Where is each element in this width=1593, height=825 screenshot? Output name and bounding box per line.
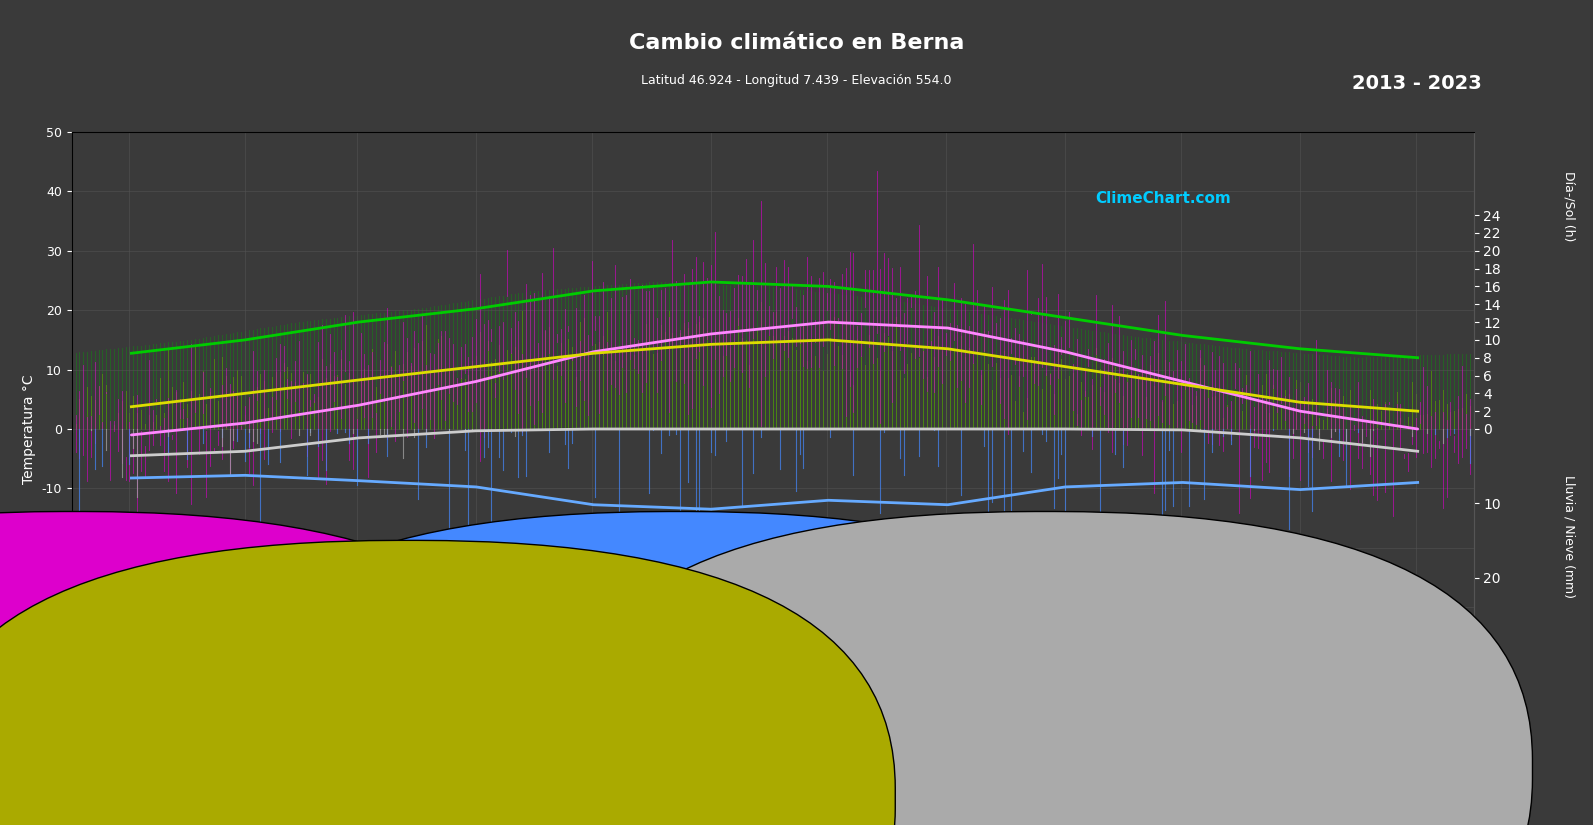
Text: Promedio mensual: Promedio mensual (1059, 793, 1163, 803)
Text: Luz del día por día: Luz del día por día (422, 764, 526, 774)
Text: Sol por día: Sol por día (422, 793, 481, 803)
Text: © ClimeChart.com: © ClimeChart.com (1391, 822, 1481, 825)
Y-axis label: Temperatura °C: Temperatura °C (22, 375, 37, 483)
Text: Promedio mensual: Promedio mensual (88, 793, 191, 803)
Text: 2013 - 2023: 2013 - 2023 (1352, 74, 1481, 93)
Text: Nieve (mm): Nieve (mm) (1035, 733, 1117, 746)
Text: Lluvia / Nieve (mm): Lluvia / Nieve (mm) (1563, 474, 1575, 598)
Text: Promedio mensual: Promedio mensual (693, 793, 796, 803)
Text: Lluvia (mm): Lluvia (mm) (669, 733, 753, 746)
Text: Rango min / max por día: Rango min / max por día (88, 764, 225, 774)
Text: Día-/Sol (h): Día-/Sol (h) (398, 733, 478, 746)
Text: Nieve por día: Nieve por día (1059, 764, 1134, 774)
Text: Día-/Sol (h): Día-/Sol (h) (1563, 171, 1575, 242)
Text: Latitud 46.924 - Longitud 7.439 - Elevación 554.0: Latitud 46.924 - Longitud 7.439 - Elevac… (642, 74, 951, 87)
Text: Lluvia por día: Lluvia por día (693, 764, 768, 774)
Text: Temperatura °C: Temperatura °C (64, 733, 174, 746)
Text: Promedio mensual de sol: Promedio mensual de sol (422, 822, 562, 825)
Text: 🌐 ClimeChart.com: 🌐 ClimeChart.com (127, 793, 228, 803)
Text: ClimeChart.com: ClimeChart.com (86, 644, 210, 658)
Text: Cambio climático en Berna: Cambio climático en Berna (629, 33, 964, 53)
Text: ClimeChart.com: ClimeChart.com (1094, 191, 1231, 206)
